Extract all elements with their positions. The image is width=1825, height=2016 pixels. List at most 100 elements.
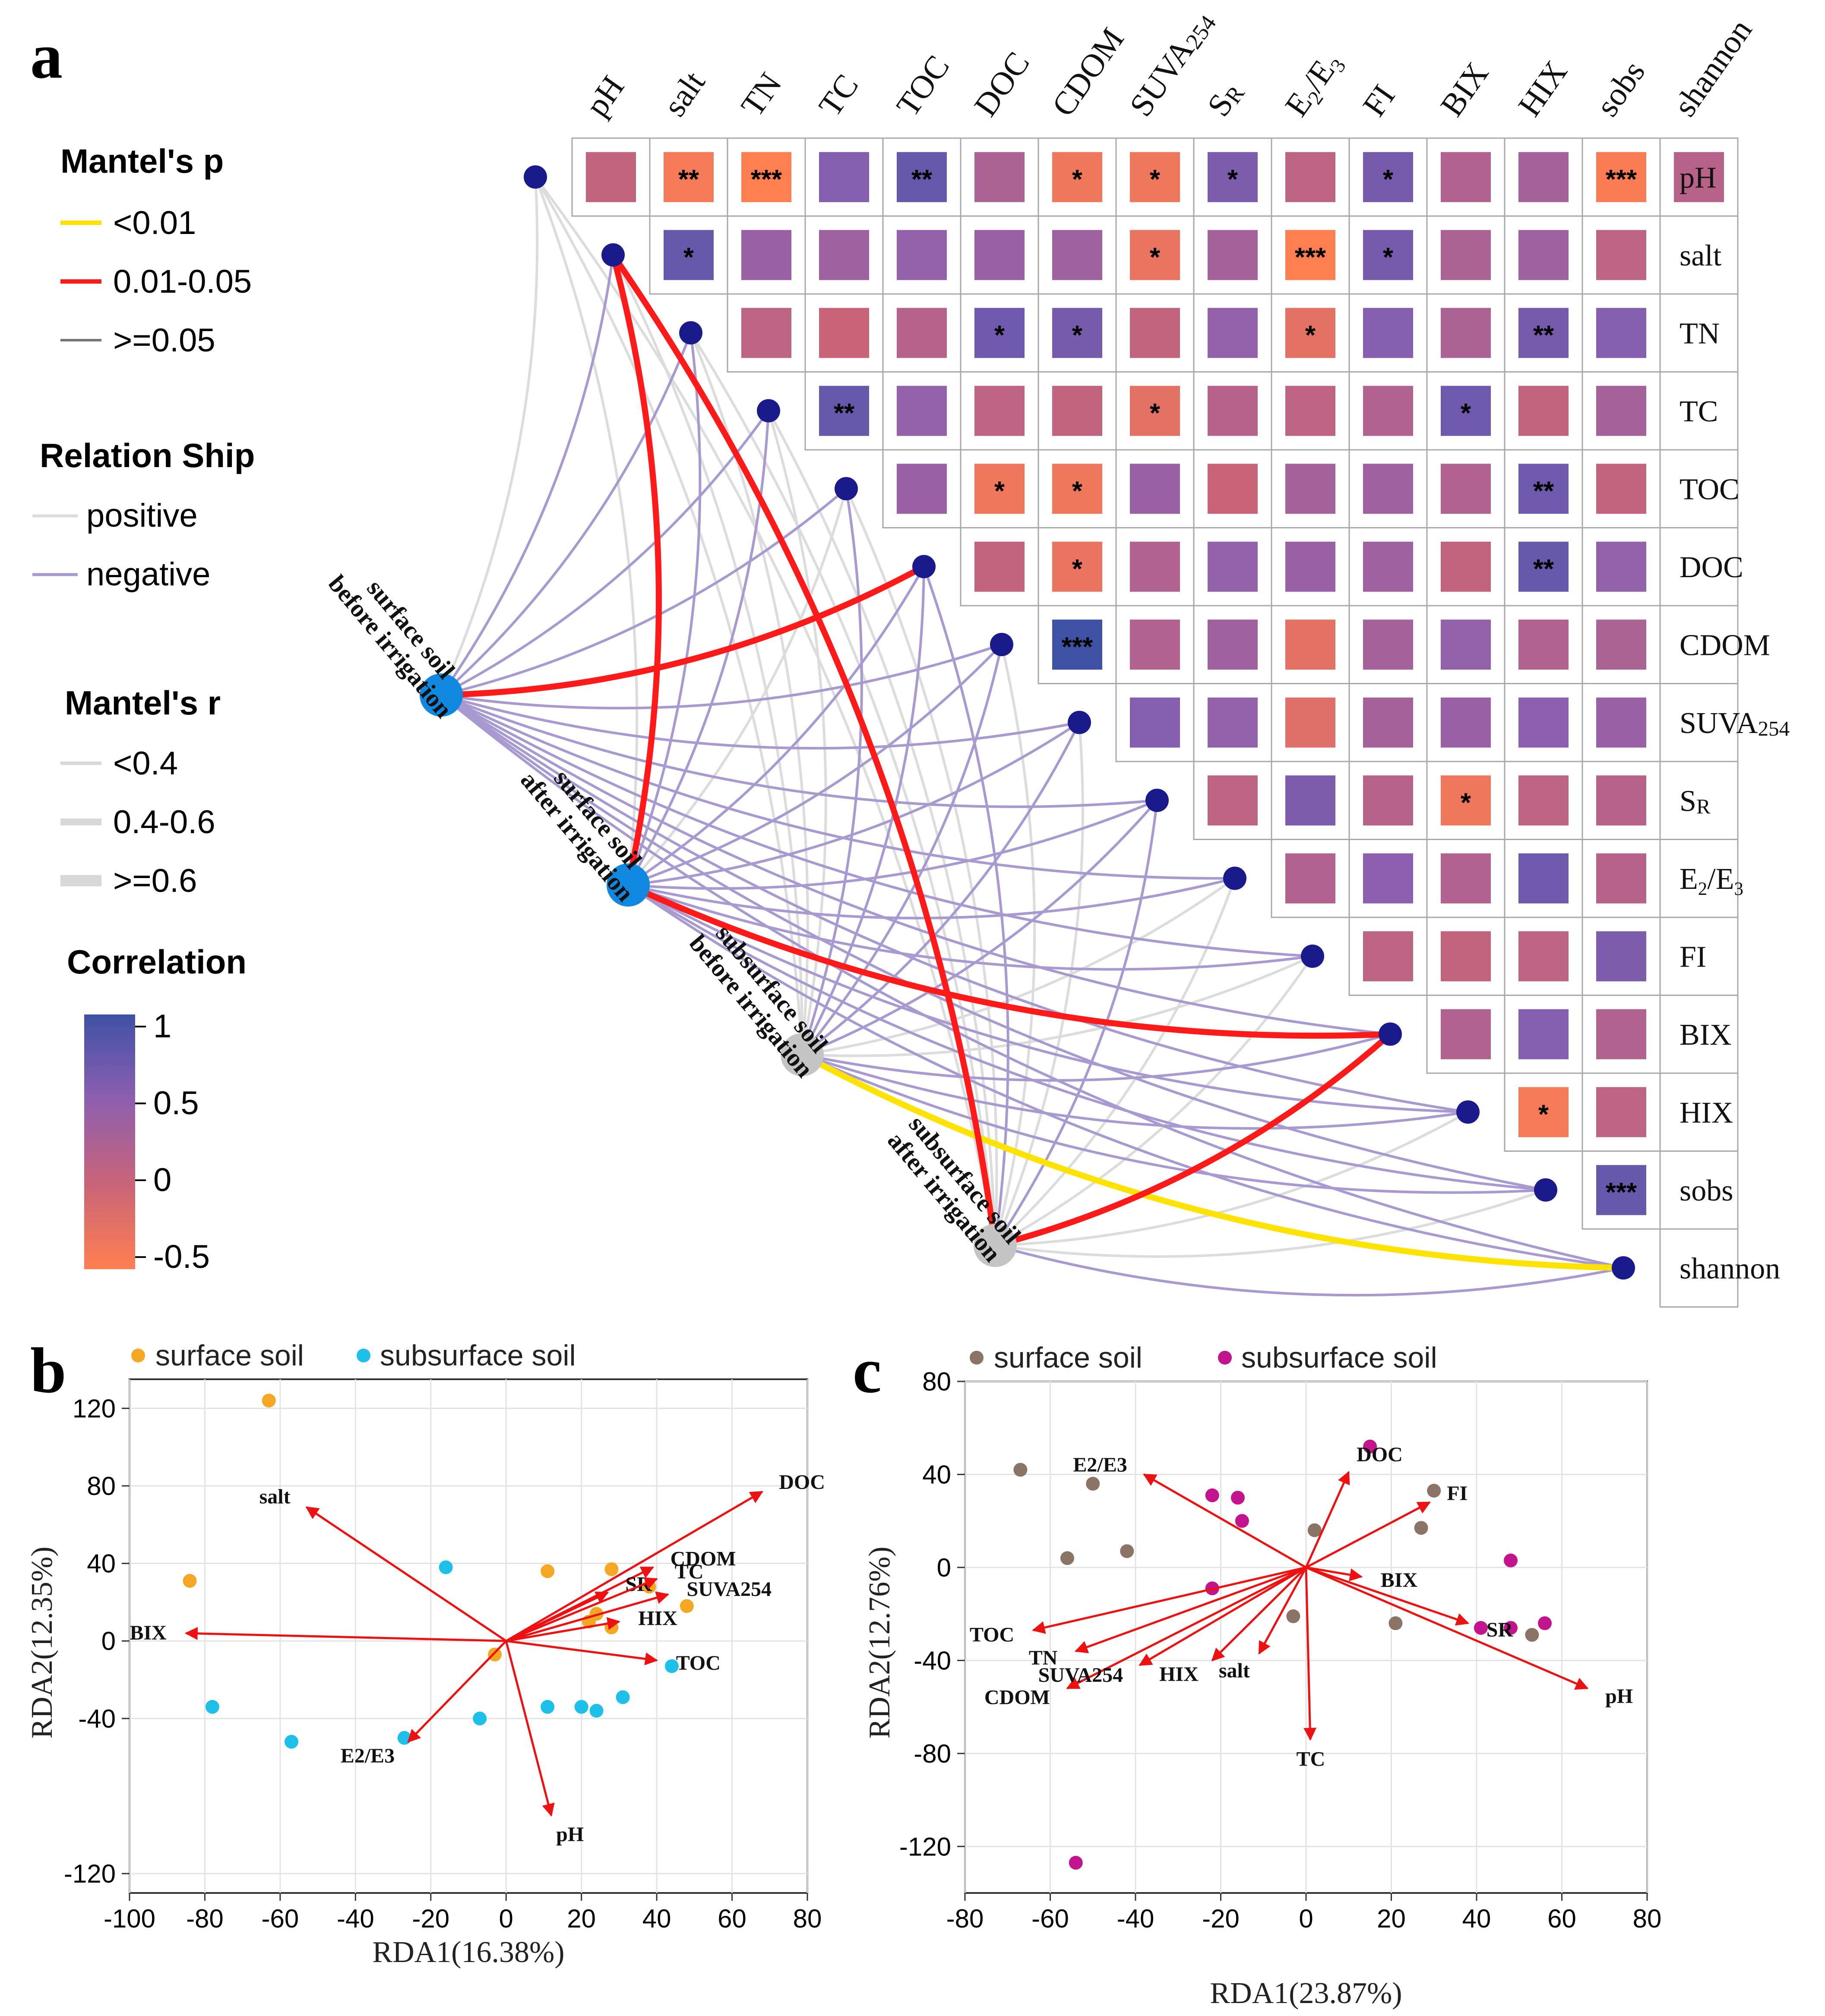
mantel-link: [627, 411, 770, 886]
row-label: DOC: [1680, 551, 1743, 584]
heatmap-square: [1518, 386, 1569, 436]
loading-vector: [1074, 1566, 1306, 1653]
heatmap-cell: [1659, 449, 1739, 528]
sample-point: [1235, 1514, 1249, 1528]
tick-label-x: 40: [642, 1904, 671, 1933]
significance-mark: **: [911, 164, 933, 194]
significance-mark: *: [1461, 398, 1471, 428]
sample-point: [262, 1394, 276, 1408]
heatmap-cell: [1659, 683, 1739, 762]
sample-point: [1414, 1521, 1428, 1535]
legend-r-title: Mantel's r: [65, 684, 221, 722]
color-scale-tick-2: 0: [153, 1162, 171, 1198]
heatmap-square: [1596, 1009, 1646, 1059]
panel-letter-b: b: [30, 1335, 66, 1406]
vector-label: salt: [1219, 1659, 1250, 1682]
panel-b-frame: [129, 1378, 808, 1894]
mantel-link: [802, 955, 1313, 1057]
significance-mark: ***: [1606, 164, 1637, 194]
color-scale-tick-1: 0.5: [153, 1085, 199, 1122]
heatmap-square: [1052, 619, 1102, 670]
vector-label: FI: [1447, 1482, 1468, 1505]
mantel-link: [610, 253, 998, 1246]
significance-mark: *: [683, 243, 694, 272]
mantel-link: [628, 877, 1235, 920]
heatmap-square: [1596, 230, 1646, 280]
tick-label-y: -40: [914, 1646, 951, 1675]
heatmap-square: [1518, 541, 1569, 592]
mantel-links: [440, 165, 1635, 1297]
heatmap-square: [1052, 152, 1102, 202]
mantel-link: [802, 877, 1236, 1056]
heatmap-cell: [1659, 215, 1739, 295]
sample-point: [205, 1700, 219, 1714]
sample-point: [488, 1647, 502, 1662]
heatmap-square: [1052, 386, 1102, 436]
legend-b-surface-label: surface soil: [155, 1339, 304, 1372]
heatmap-square: [1363, 931, 1413, 982]
panel-c-rda: -80 -60 -40 -20 0 20 40 60 80 80 40 0 -40 -80 -120 E2/…: [863, 1341, 1661, 2010]
tick-label-y: 80: [922, 1367, 951, 1396]
mantel-link: [628, 643, 1003, 886]
heatmap-square: [1518, 1009, 1569, 1059]
heatmap-square: [897, 308, 947, 358]
heatmap-square: [1130, 230, 1180, 280]
mantel-link: [441, 643, 1002, 710]
row-label: BIX: [1680, 1018, 1732, 1052]
loading-vector: [1066, 1566, 1307, 1690]
mantel-link: [441, 694, 1080, 750]
significance-mark: *: [1150, 243, 1161, 272]
sample-point: [616, 1690, 630, 1704]
variable-node: [1145, 789, 1169, 812]
significance-mark: *: [1227, 164, 1238, 194]
sample-point: [1504, 1621, 1518, 1635]
color-scale-tick-0: 1: [153, 1008, 171, 1045]
sample-point: [183, 1574, 197, 1588]
heatmap-square: [741, 152, 791, 202]
mantel-link: [994, 722, 1084, 1246]
panel-c-gridlines: [964, 1381, 1648, 1893]
tick-label-y: 40: [87, 1549, 116, 1578]
row-label: FI: [1680, 940, 1706, 973]
heatmap-square: [1596, 308, 1646, 358]
vector-label: HIX: [1159, 1663, 1199, 1686]
loading-vector: [305, 1506, 507, 1642]
legend-mantel-r: Mantel's r <0.4 0.4-0.6 >=0.6: [60, 684, 221, 899]
heatmap-square: [1208, 152, 1258, 202]
sample-point: [589, 1703, 604, 1718]
vector-label: pH: [556, 1823, 584, 1846]
tick-label-y: -40: [78, 1704, 116, 1733]
sample-point: [1363, 1439, 1377, 1454]
significance-mark: **: [1533, 554, 1554, 584]
significance-mark: *: [1072, 164, 1083, 194]
heatmap-square: [1518, 230, 1569, 280]
heatmap-square: [974, 230, 1025, 280]
correlation-grid: ** *** ** * * * * **** * *** ** * * **** * ** * *** ******…: [571, 137, 1739, 1308]
legend-p-label-0: <0.01: [113, 205, 196, 241]
mantel-link: [628, 721, 1080, 886]
mantel-link: [440, 694, 1624, 1269]
mantel-link: [440, 694, 1235, 880]
loading-vector: [1303, 1567, 1317, 1741]
legend-b-surface-dot: [131, 1349, 145, 1362]
heatmap-cell: [1504, 683, 1583, 762]
tick-label-x: -80: [946, 1904, 984, 1933]
mantel-link: [801, 1053, 1546, 1194]
heatmap-square: [1052, 541, 1102, 592]
heatmap-square: [1518, 697, 1569, 748]
vector-label: E2/E3: [341, 1744, 395, 1767]
sample-point: [1525, 1628, 1539, 1642]
mantel-link: [994, 878, 1236, 1247]
heatmap-square: [1052, 230, 1102, 280]
mantel-link: [802, 1033, 1391, 1082]
mantel-link: [627, 884, 1624, 1269]
row-label: SUVA254: [1680, 707, 1790, 740]
row-label: SR: [1680, 784, 1711, 818]
panel-letter-c: c: [853, 1335, 882, 1406]
vector-label: SR: [1487, 1618, 1514, 1641]
panel-b-ticks: -100 -80 -60 -40 -20 0 20 40 60 80 120 80 40 0 -40 -120: [64, 1394, 822, 1933]
mantel-link: [440, 410, 770, 696]
heatmap-square: [1363, 464, 1413, 514]
